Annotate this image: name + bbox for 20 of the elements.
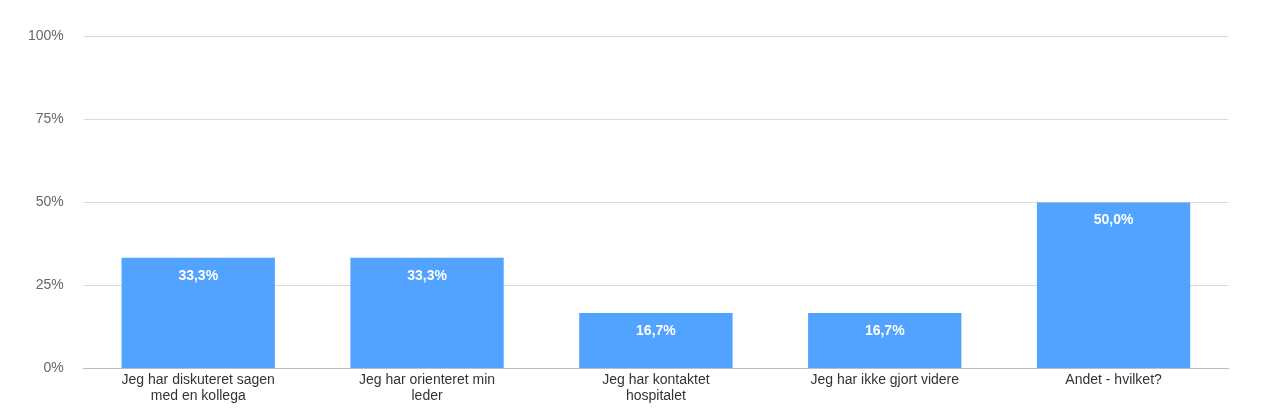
y-tick-label: 25% [35,276,64,293]
y-tick-label: 50% [35,193,64,210]
bar [1036,202,1191,368]
bar [579,312,733,368]
y-tick-label: 75% [35,110,64,127]
bar [121,257,275,368]
x-tick-label: Jeg har diskuteret sagen med en kollega [121,370,275,404]
data-label: 16,7% [864,321,906,338]
data-label: 33,3% [407,266,448,283]
bar [350,257,504,368]
x-tick-label: Jeg har kontaktet hospitalet [602,370,710,404]
y-tick-label: 100% [27,27,64,44]
x-tick-label: Jeg har orienteret min leder [358,370,496,404]
data-label: 33,3% [178,266,219,283]
x-tick-label: Andet - hvilket? [1065,370,1163,387]
data-label: 16,7% [636,321,677,338]
bar [808,312,962,368]
y-tick-label: 0% [43,359,64,376]
x-tick-label: Jeg har ikke gjort videre [810,370,960,387]
data-label: 50,0% [1093,211,1134,228]
